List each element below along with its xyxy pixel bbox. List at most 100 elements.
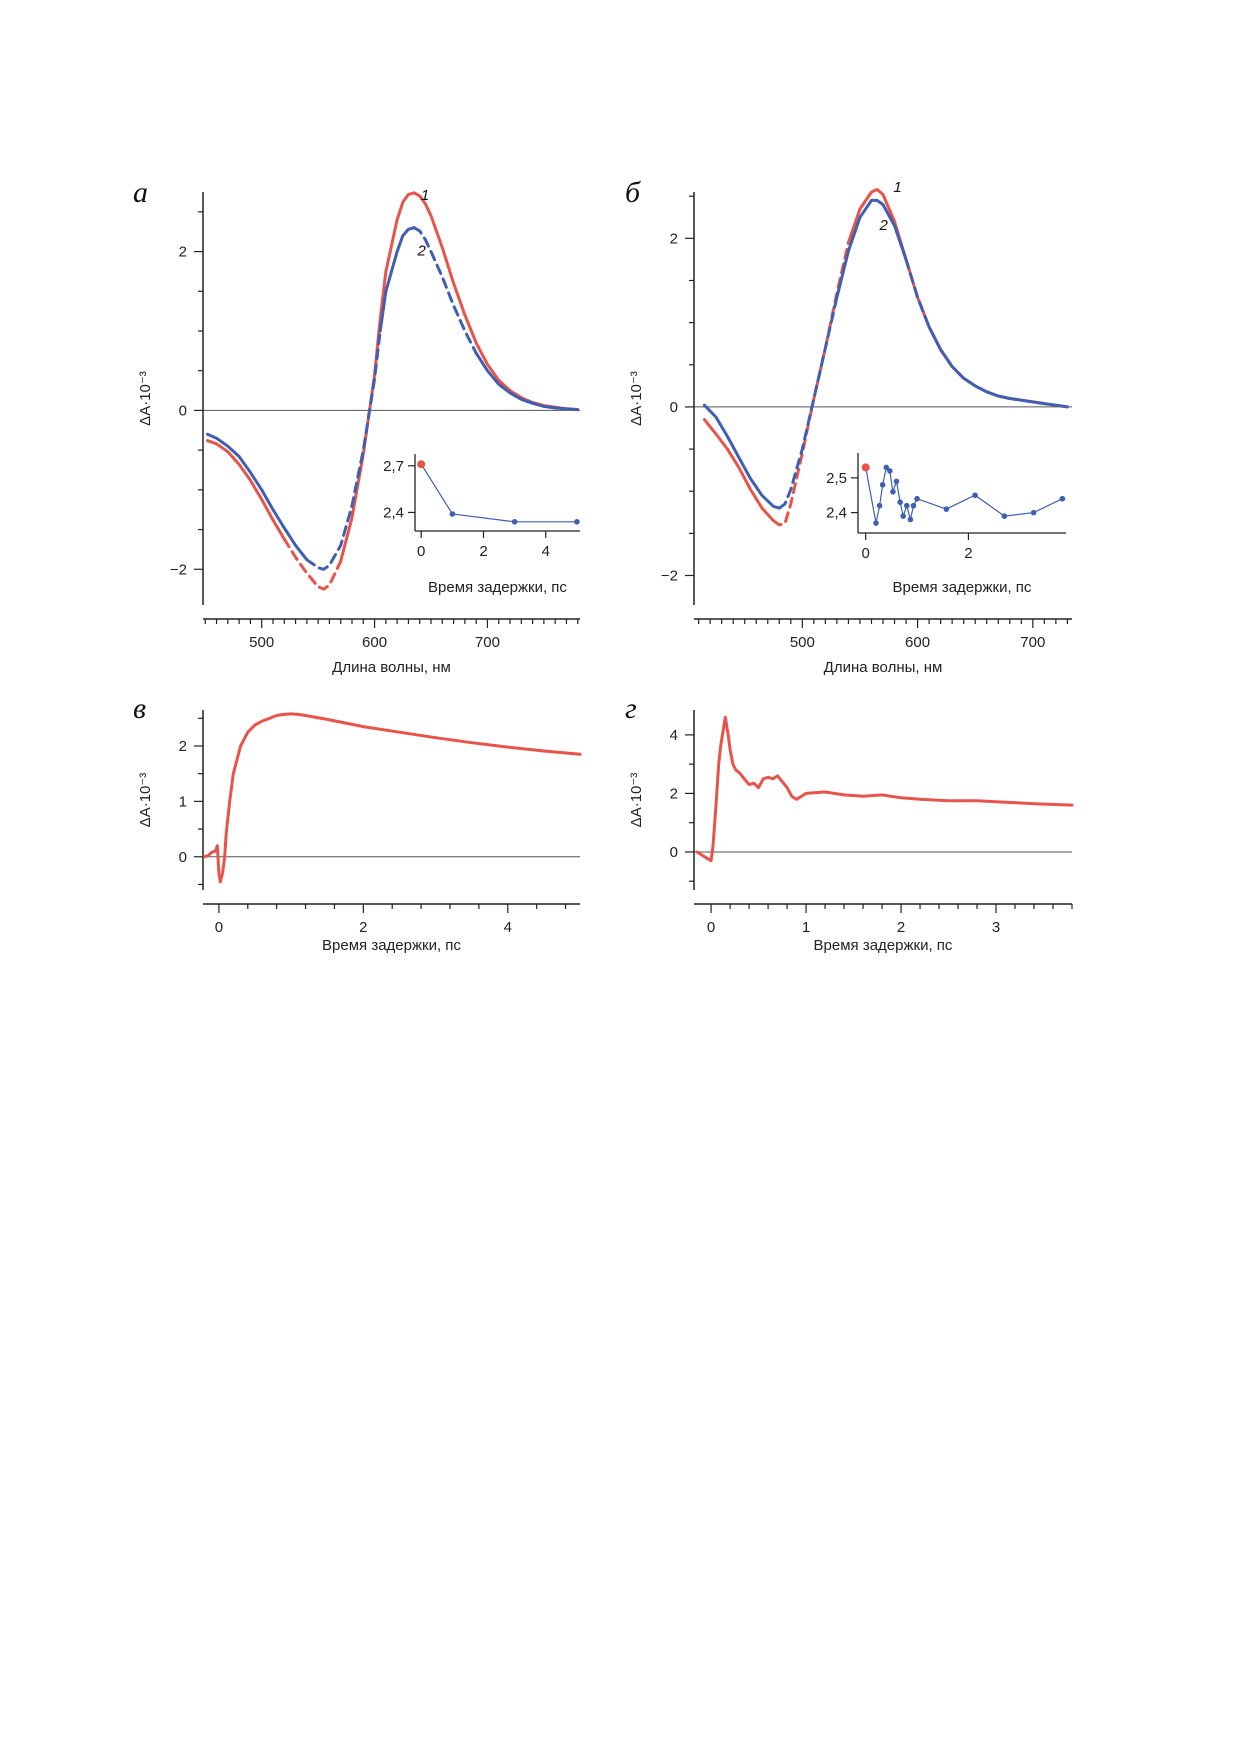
x-axis: 0 2 4 bbox=[203, 903, 580, 936]
series-line-2 bbox=[702, 403, 781, 510]
inset-data-point bbox=[910, 502, 917, 509]
inset-y-tick-label: 2,5 bbox=[826, 470, 847, 487]
x-axis-label: Длина волны, нм bbox=[332, 659, 451, 676]
x-axis-label: Время задержки, пс bbox=[322, 937, 461, 954]
inset-data-point bbox=[1030, 509, 1037, 516]
inset-data-point bbox=[914, 495, 920, 502]
y-tick-label: 0 bbox=[179, 402, 187, 419]
series-group bbox=[702, 188, 1069, 527]
inset-x-tick-label: 2 bbox=[479, 543, 487, 560]
x-tick-label: 500 bbox=[790, 634, 815, 651]
x-tick-label: 700 bbox=[475, 634, 500, 651]
series-line-2-dashed bbox=[904, 257, 931, 329]
inset-x-tick-label: 0 bbox=[862, 545, 870, 562]
x-axis: 0 1 2 3 bbox=[694, 903, 1073, 936]
inset-data-point bbox=[873, 520, 879, 526]
inset-x-tick-label: 2 bbox=[964, 545, 972, 562]
series-line-2-dashed bbox=[305, 329, 382, 571]
inset-data-point bbox=[883, 464, 890, 471]
inset-data-point bbox=[887, 468, 893, 474]
series-group bbox=[206, 191, 580, 591]
chart-panel-b: б −202 500 600 700 12 ΔA·10⁻³ Длина волны,… bbox=[625, 176, 1072, 676]
panel-label: б bbox=[625, 176, 641, 209]
panel-label: в bbox=[133, 692, 146, 725]
series-line-1 bbox=[339, 191, 580, 563]
x-tick-label: 500 bbox=[249, 634, 274, 651]
y-tick-label: −2 bbox=[170, 561, 187, 578]
curve-number-label: 1 bbox=[893, 179, 901, 196]
inset-x-tick-label: 0 bbox=[417, 543, 425, 560]
y-axis: −2 0 2 bbox=[170, 192, 204, 605]
x-axis: 500 600 700 bbox=[694, 618, 1072, 651]
inset-data-point bbox=[943, 506, 950, 512]
y-axis: 0 1 2 bbox=[179, 710, 204, 890]
curve-labels: 12 bbox=[879, 179, 902, 234]
y-tick-label: 2 bbox=[670, 785, 678, 802]
curve-number-label: 2 bbox=[416, 243, 426, 260]
x-tick-label: 0 bbox=[707, 919, 715, 936]
inset-axes: 2,4 2,7 0 2 4 bbox=[383, 454, 580, 560]
chart-panel-g: г 0 2 4 0 1 2 3 ΔA·10⁻³ Время задержки, пс bbox=[625, 692, 1074, 954]
x-tick-label: 3 bbox=[992, 919, 1000, 936]
series-line-1 bbox=[206, 439, 286, 541]
x-axis-label: Длина волны, нм bbox=[824, 659, 943, 676]
x-tick-label: 2 bbox=[897, 919, 905, 936]
x-axis-label: Время задержки, пс bbox=[814, 937, 953, 954]
y-axis-label: ΔA·10⁻³ bbox=[628, 371, 645, 426]
x-tick-label: 1 bbox=[802, 919, 810, 936]
panel-label: а bbox=[133, 176, 148, 209]
y-tick-label: 1 bbox=[179, 793, 187, 810]
y-tick-label: 0 bbox=[179, 849, 187, 866]
chart-panel-v: в 0 1 2 0 2 4 ΔA·10⁻³ Время задержки, пс bbox=[133, 692, 582, 954]
inset-data-point bbox=[879, 482, 886, 488]
y-tick-label: 2 bbox=[179, 738, 187, 755]
inset-points bbox=[417, 460, 580, 525]
inset-data-point bbox=[861, 463, 870, 472]
inset: 2,4 2,5 0 2 Время задержки, пс bbox=[826, 453, 1066, 596]
x-tick-label: 600 bbox=[362, 634, 387, 651]
x-tick-label: 600 bbox=[905, 634, 930, 651]
inset-data-point bbox=[1059, 495, 1066, 502]
series-group bbox=[202, 712, 582, 884]
panel-label: г bbox=[625, 692, 637, 725]
x-tick-label: 4 bbox=[504, 919, 512, 936]
curve-labels: 12 bbox=[416, 187, 429, 260]
inset-data-point bbox=[893, 478, 900, 485]
x-tick-label: 0 bbox=[215, 919, 223, 936]
inset-data-point bbox=[907, 516, 914, 523]
series-line-2 bbox=[474, 351, 580, 412]
y-axis-label: ΔA·10⁻³ bbox=[137, 773, 154, 828]
series-line-2 bbox=[378, 226, 416, 333]
inset-data-point bbox=[449, 511, 456, 517]
inset-series-line bbox=[420, 463, 577, 523]
y-axis-label: ΔA·10⁻³ bbox=[137, 371, 154, 426]
y-tick-label: −2 bbox=[661, 568, 678, 585]
y-tick-label: 0 bbox=[670, 844, 678, 861]
y-axis: −2 0 2 bbox=[661, 192, 695, 605]
inset-data-point bbox=[417, 460, 426, 469]
inset-axes: 2,4 2,5 0 2 bbox=[826, 453, 1066, 562]
series-line-2 bbox=[206, 432, 309, 562]
curve-number-label: 1 bbox=[421, 187, 429, 204]
inset-data-point bbox=[890, 488, 896, 495]
inset-x-axis-label: Время задержки, пс bbox=[893, 579, 1032, 596]
y-tick-label: 4 bbox=[670, 727, 678, 744]
series-group bbox=[695, 715, 1074, 863]
y-axis-label: ΔA·10⁻³ bbox=[628, 773, 645, 828]
y-tick-label: 2 bbox=[670, 230, 678, 247]
inset-data-point bbox=[574, 518, 580, 525]
inset-data-point bbox=[897, 499, 903, 505]
y-tick-label: 0 bbox=[670, 399, 678, 416]
curve-number-label: 2 bbox=[879, 217, 889, 234]
series-line-2-dashed bbox=[777, 295, 839, 510]
inset-y-tick-label: 2,4 bbox=[383, 504, 404, 521]
chart-panel-a: а −202 500 600 700 12 ΔA·10⁻³ Длина волны,… bbox=[133, 176, 580, 676]
series-line-1 bbox=[702, 418, 775, 523]
y-tick-label: 2 bbox=[179, 244, 187, 261]
x-axis: 500 600 700 bbox=[203, 618, 580, 651]
series-line-2-dashed bbox=[412, 226, 478, 355]
series-line-2 bbox=[927, 325, 1069, 409]
x-tick-label: 2 bbox=[359, 919, 367, 936]
inset-y-tick-label: 2,7 bbox=[383, 458, 404, 475]
